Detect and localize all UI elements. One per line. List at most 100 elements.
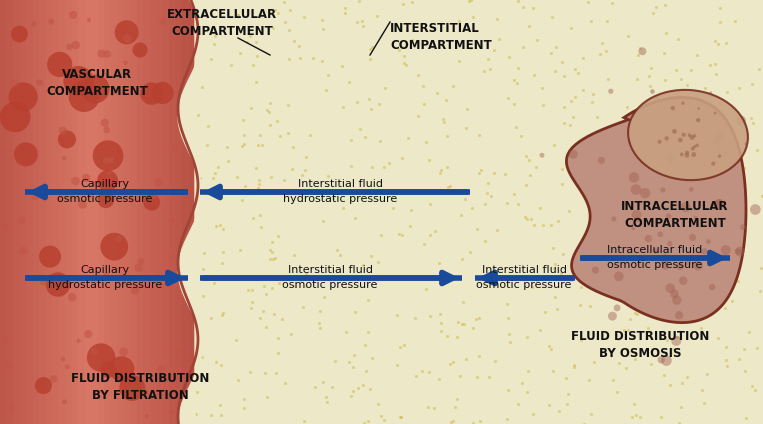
Point (629, 355, 641, 362)
Point (563, 150, 575, 157)
Point (261, 106, 273, 113)
Point (631, 144, 643, 151)
Point (47, 375, 60, 382)
Point (531, 36, 543, 43)
Point (401, 27, 414, 34)
Point (583, 377, 595, 384)
Ellipse shape (628, 90, 748, 180)
Point (434, 310, 446, 317)
Point (630, 75, 642, 82)
Point (365, 252, 377, 259)
Point (101, 50, 114, 57)
Point (642, 325, 655, 332)
Point (169, 144, 182, 151)
Point (633, 226, 645, 233)
Point (272, 350, 284, 357)
Point (210, 223, 222, 230)
Point (618, 326, 630, 333)
Point (196, 83, 208, 90)
Point (409, 314, 421, 321)
Point (230, 336, 242, 343)
Point (418, 100, 430, 107)
Point (264, 247, 276, 254)
Point (568, 66, 581, 73)
Point (398, 60, 410, 67)
Polygon shape (26, 0, 33, 424)
Point (198, 249, 211, 256)
Point (633, 151, 645, 158)
Point (645, 360, 657, 367)
Point (106, 90, 118, 97)
Point (681, 81, 693, 88)
Point (503, 330, 515, 337)
Point (755, 287, 763, 294)
Point (243, 190, 256, 196)
Point (685, 101, 697, 108)
Point (671, 152, 683, 159)
Point (671, 89, 684, 96)
Point (314, 308, 327, 315)
Point (404, 222, 416, 229)
Point (520, 153, 533, 159)
Point (295, 171, 307, 178)
Point (642, 235, 655, 242)
Point (710, 191, 723, 198)
Point (252, 273, 264, 280)
Point (252, 142, 264, 148)
Point (526, 284, 538, 291)
Point (564, 122, 576, 128)
Point (575, 284, 588, 290)
Point (630, 411, 642, 418)
Point (628, 401, 640, 407)
Point (238, 140, 250, 147)
Point (660, 30, 672, 36)
Point (398, 341, 410, 348)
Point (356, 382, 369, 389)
Point (146, 199, 158, 206)
Point (604, 88, 617, 95)
Point (456, 321, 468, 328)
Point (61, 136, 73, 143)
Point (687, 151, 700, 158)
Point (339, 5, 351, 12)
Point (428, 404, 440, 411)
Point (664, 132, 676, 139)
Point (595, 157, 607, 164)
Point (435, 166, 447, 173)
Point (217, 225, 230, 232)
Point (607, 377, 620, 384)
Point (530, 164, 542, 171)
Point (456, 255, 468, 262)
Point (692, 139, 704, 146)
Point (517, 44, 529, 51)
Point (504, 339, 517, 346)
Point (100, 271, 112, 278)
Point (547, 275, 559, 282)
Point (102, 152, 114, 159)
Point (687, 234, 699, 241)
Point (396, 155, 408, 162)
Point (706, 284, 718, 290)
Point (192, 112, 204, 118)
Point (345, 392, 357, 399)
Point (556, 251, 568, 258)
Point (594, 50, 606, 57)
Point (364, 46, 376, 53)
Point (467, 14, 479, 21)
Point (17, 94, 29, 100)
Point (330, 247, 343, 254)
Point (188, 367, 201, 374)
Point (317, 25, 330, 32)
Point (264, 9, 276, 16)
Point (730, 259, 742, 266)
Point (628, 174, 640, 181)
Point (629, 310, 642, 317)
Point (288, 252, 300, 259)
Point (591, 113, 603, 120)
Text: Interstitial fluid: Interstitial fluid (288, 265, 372, 275)
Point (623, 33, 635, 39)
Point (412, 112, 424, 119)
Point (633, 164, 645, 170)
Point (445, 418, 457, 424)
Point (713, 132, 726, 139)
